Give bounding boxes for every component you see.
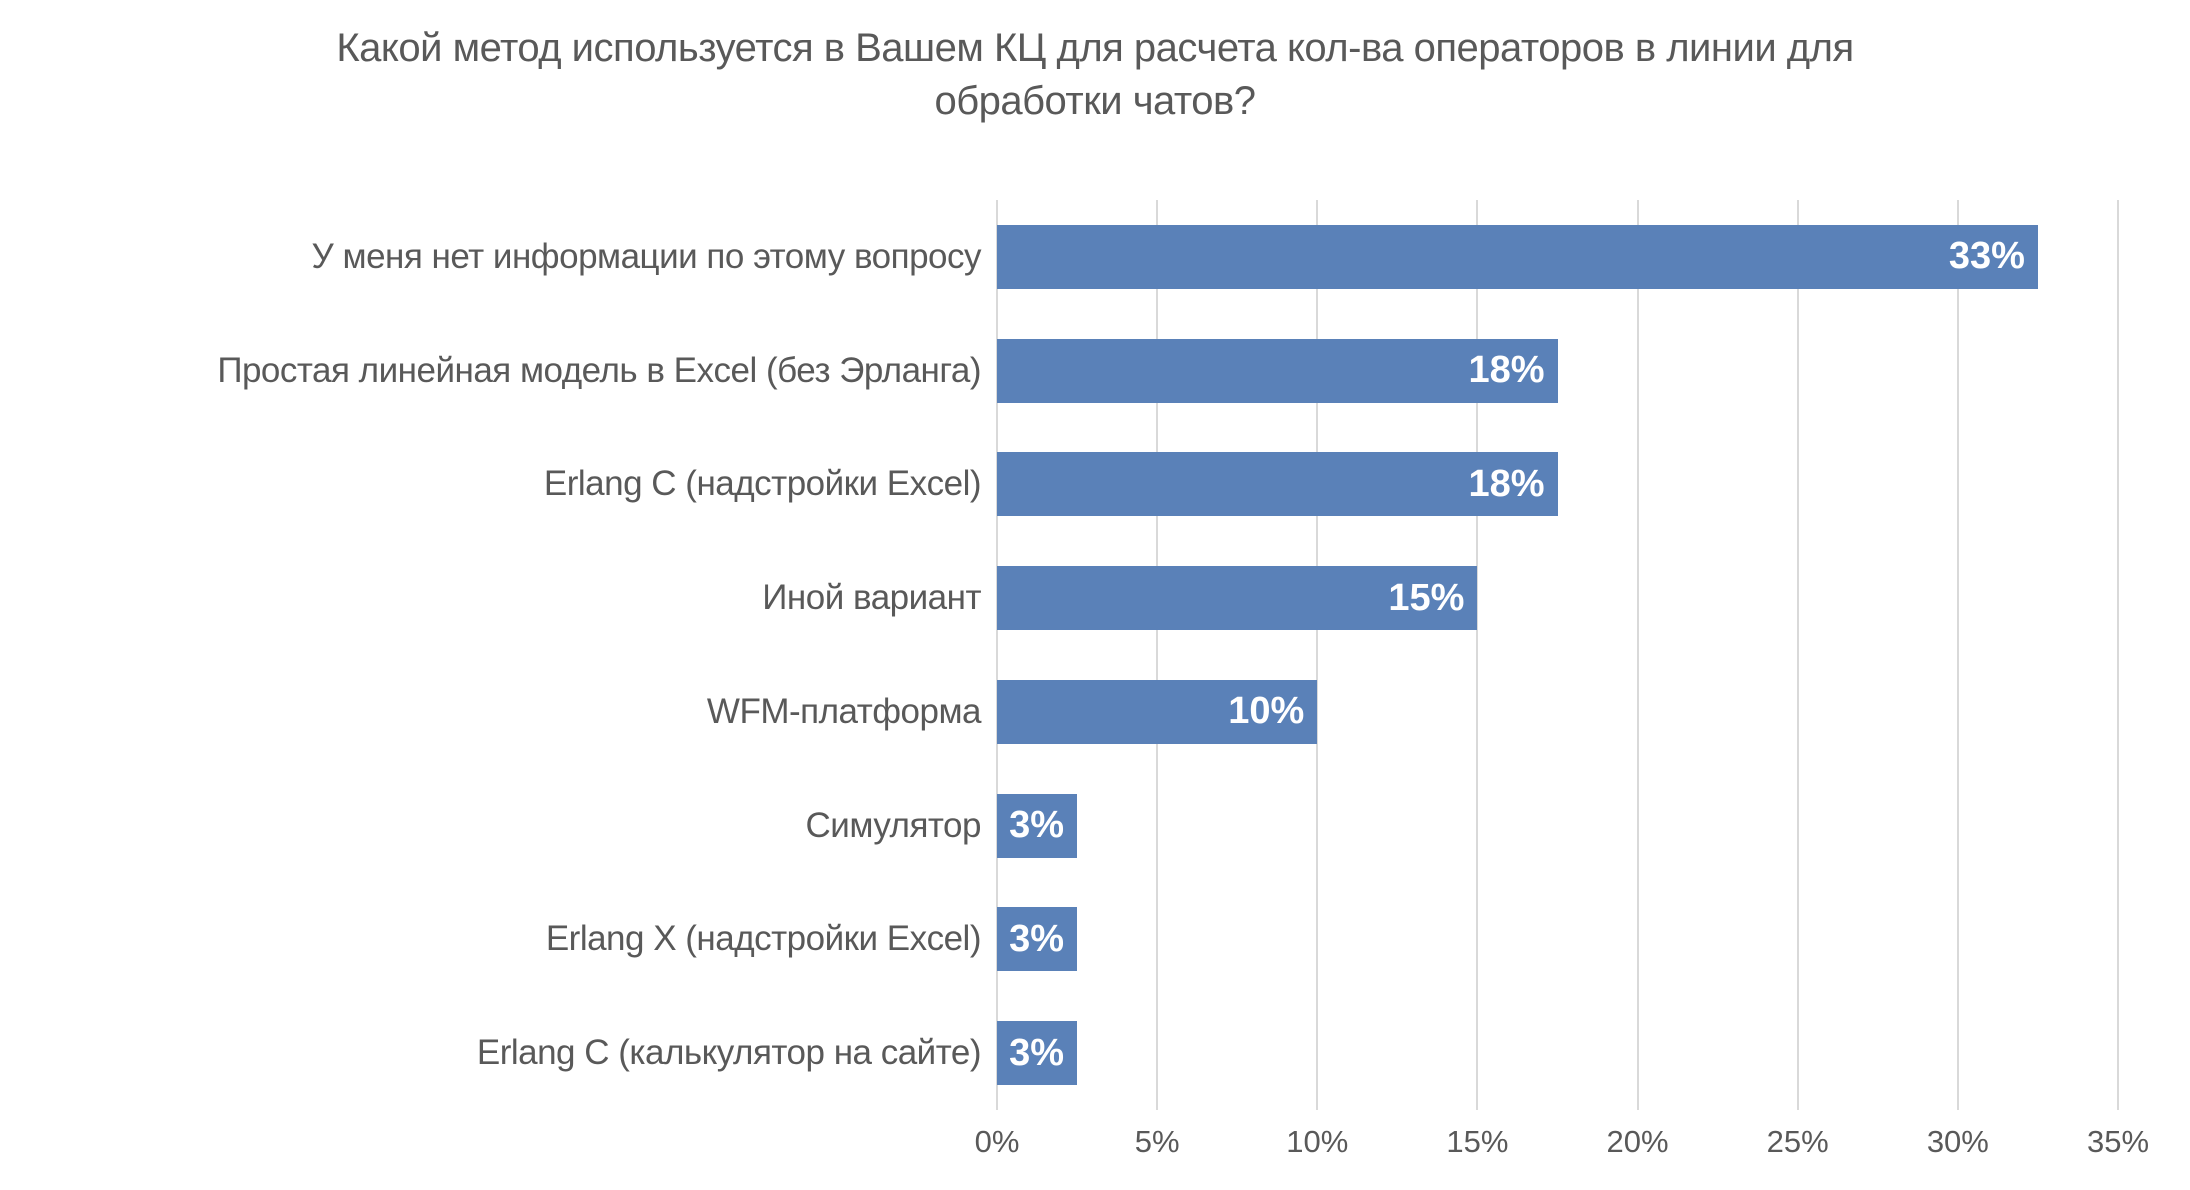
- y-axis-line: [996, 200, 998, 1110]
- bar-data-label: 3%: [1009, 804, 1065, 847]
- x-axis-tick-label: 5%: [1134, 1124, 1180, 1159]
- bar-data-label: 10%: [1228, 690, 1305, 733]
- category-label: Erlang X (надстройки Excel): [545, 919, 982, 959]
- bar: 33%: [997, 224, 2038, 289]
- bar: 10%: [997, 679, 1318, 744]
- category-label: WFM-платформа: [706, 691, 982, 731]
- category-axis: У меня нет информации по этому вопросу Пр…: [0, 200, 981, 1110]
- category-label: Erlang C (калькулятор на сайте): [476, 1033, 982, 1073]
- x-axis: 0% 5% 10% 15% 20% 25% 30% 35%: [975, 1124, 2149, 1174]
- bar: 3%: [997, 1021, 1078, 1086]
- x-axis-tick-label: 15%: [1446, 1124, 1509, 1159]
- bar-row: 15%: [997, 541, 2118, 655]
- plot-area: 33% 18% 18% 15% 10% 3% 3% 3%: [996, 200, 2119, 1110]
- bar-series: 33% 18% 18% 15% 10% 3% 3% 3%: [997, 200, 2118, 1110]
- x-axis-tick-label: 25%: [1766, 1124, 1829, 1159]
- gridline: [1476, 200, 1479, 1110]
- x-axis-tick-label: 30%: [1926, 1124, 1989, 1159]
- gridline: [1156, 200, 1159, 1110]
- x-axis-tick-label: 20%: [1606, 1124, 1669, 1159]
- bar-row: 18%: [997, 314, 2118, 428]
- bar: 18%: [997, 452, 1558, 517]
- category-label: Симулятор: [805, 805, 982, 845]
- bar-row: 3%: [997, 883, 2118, 997]
- chart-title: Какой метод используется в Вашем КЦ для …: [336, 26, 1854, 123]
- bar-data-label: 18%: [1468, 462, 1545, 505]
- bar-data-label: 15%: [1388, 576, 1465, 619]
- x-axis-tick-label: 10%: [1286, 1124, 1349, 1159]
- category-label: У меня нет информации по этому вопросу: [311, 236, 982, 276]
- bar-row: 18%: [997, 428, 2118, 542]
- bar: 3%: [997, 793, 1078, 858]
- bar: 3%: [997, 907, 1078, 972]
- category-label: Erlang C (надстройки Excel): [543, 464, 982, 504]
- gridline-layer: [996, 200, 2119, 1110]
- gridline: [2117, 200, 2119, 1110]
- bar: 18%: [997, 338, 1558, 403]
- x-axis-tick-label: 0%: [974, 1124, 1020, 1159]
- gridline: [1796, 200, 1799, 1110]
- category-label: Иной вариант: [762, 578, 981, 618]
- bar: 15%: [997, 566, 1478, 631]
- bar-row: 10%: [997, 655, 2118, 769]
- bar-data-label: 3%: [1009, 1031, 1065, 1074]
- bar-data-label: 18%: [1468, 349, 1545, 392]
- category-label: Простая линейная модель в Excel (без Эрл…: [217, 350, 981, 390]
- gridline: [1956, 200, 1959, 1110]
- bar-data-label: 3%: [1009, 917, 1065, 960]
- bar-row: 3%: [997, 996, 2118, 1110]
- bar-row: 3%: [997, 769, 2118, 883]
- gridline: [1316, 200, 1319, 1110]
- x-axis-tick-label: 35%: [2086, 1124, 2150, 1159]
- gridline: [1636, 200, 1639, 1110]
- bar-data-label: 33%: [1948, 235, 2025, 278]
- bar-row: 33%: [997, 200, 2118, 314]
